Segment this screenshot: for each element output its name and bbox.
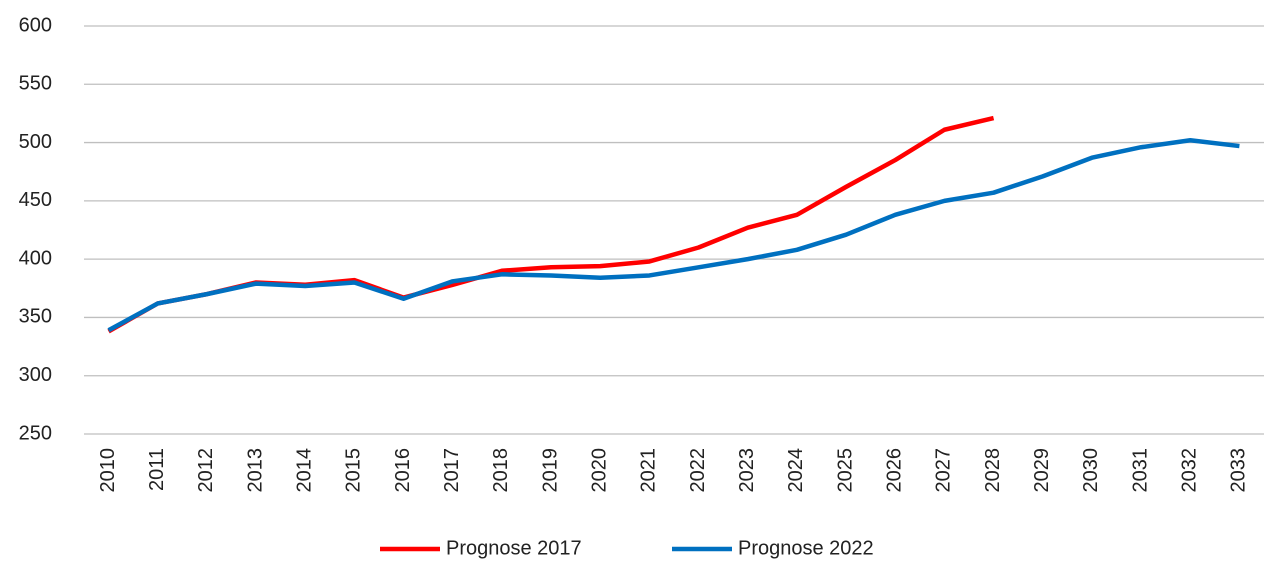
- x-tick-label: 2010: [97, 448, 119, 493]
- y-tick-label: 250: [19, 422, 52, 444]
- x-tick-label: 2030: [1080, 448, 1102, 493]
- x-tick-label: 2024: [785, 448, 807, 493]
- series-line: [107, 115, 995, 334]
- x-tick-label: 2014: [294, 448, 316, 493]
- x-tick-label: 2026: [884, 448, 906, 493]
- x-tick-label: 2020: [589, 448, 611, 493]
- x-tick-label: 2017: [441, 448, 463, 493]
- x-tick-label: 2027: [933, 448, 955, 493]
- x-tick-label: 2028: [982, 448, 1004, 493]
- x-tick-label: 2031: [1129, 448, 1151, 493]
- x-tick-label: 2018: [490, 448, 512, 493]
- x-tick-label: 2029: [1031, 448, 1053, 493]
- x-tick-label: 2033: [1228, 448, 1250, 493]
- y-tick-label: 300: [19, 364, 52, 386]
- x-tick-label: 2021: [638, 448, 660, 493]
- y-tick-label: 400: [19, 247, 52, 269]
- legend-label: Prognose 2022: [738, 537, 874, 559]
- x-tick-label: 2012: [195, 448, 217, 493]
- y-tick-label: 350: [19, 306, 52, 328]
- x-tick-label: 2019: [539, 448, 561, 493]
- x-tick-label: 2032: [1179, 448, 1201, 493]
- x-tick-label: 2011: [146, 448, 168, 491]
- y-tick-label: 500: [19, 131, 52, 153]
- x-tick-label: 2015: [343, 448, 365, 493]
- x-tick-label: 2025: [834, 448, 856, 493]
- series-line: [107, 137, 1240, 333]
- x-tick-label: 2016: [392, 448, 414, 493]
- y-tick-label: 600: [19, 14, 52, 36]
- x-tick-label: 2013: [244, 448, 266, 493]
- legend-label: Prognose 2017: [446, 537, 582, 559]
- x-tick-label: 2022: [687, 448, 709, 493]
- y-tick-label: 550: [19, 73, 52, 95]
- x-tick-label: 2023: [736, 448, 758, 493]
- y-tick-label: 450: [19, 189, 52, 211]
